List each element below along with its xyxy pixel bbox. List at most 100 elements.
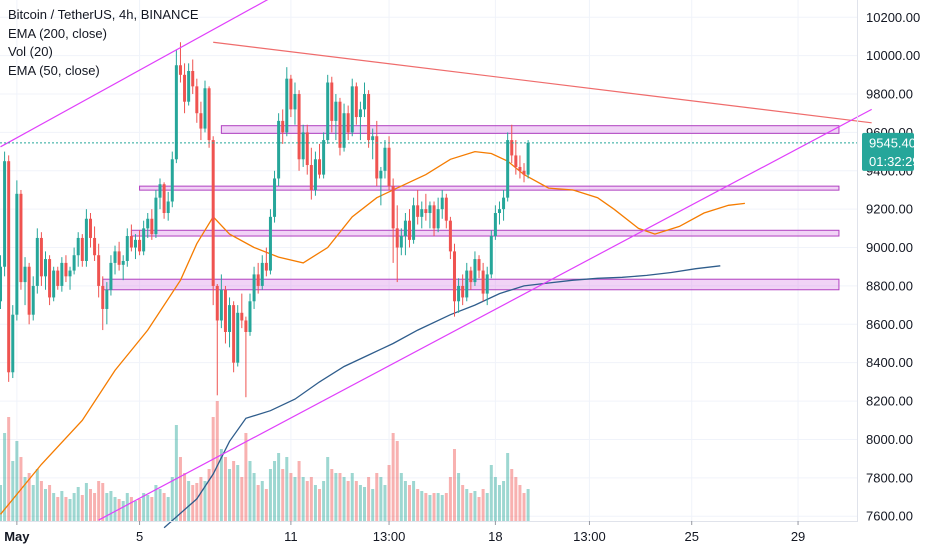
volume-bar <box>497 485 501 521</box>
candle-body <box>248 301 252 332</box>
price-tick-label: 9200.00 <box>866 202 913 217</box>
volume-bar <box>399 473 403 521</box>
volume-bar <box>101 483 105 521</box>
candle-body <box>289 78 293 110</box>
candle-body <box>27 266 31 315</box>
volume-bar <box>150 497 154 521</box>
volume-bar <box>11 461 15 521</box>
volume-bar <box>461 485 465 521</box>
volume-bar <box>477 497 481 521</box>
candle <box>232 301 236 373</box>
candle <box>338 97 342 156</box>
candle <box>432 201 436 237</box>
candle <box>15 180 19 321</box>
candle-body <box>526 142 530 175</box>
volume-bar <box>264 489 268 521</box>
candle-body <box>64 262 68 277</box>
volume-bar <box>526 489 530 521</box>
candle-body <box>391 186 395 229</box>
volume-bar <box>363 487 367 521</box>
volume-bar <box>465 489 469 521</box>
volume-bar <box>52 493 56 521</box>
candle-body <box>485 274 489 294</box>
volume-bar <box>15 441 19 521</box>
candle <box>228 297 232 348</box>
candle <box>387 136 391 190</box>
volume-bar <box>277 453 281 521</box>
candle <box>48 255 52 306</box>
volume-bar <box>248 461 252 521</box>
candle-body <box>281 120 285 133</box>
volume-bar <box>313 485 317 521</box>
candle <box>236 305 240 367</box>
volume-bar <box>436 493 440 521</box>
ema50-legend[interactable]: EMA (50, close) <box>8 62 100 78</box>
candle <box>403 213 407 256</box>
candle-body <box>379 170 383 179</box>
candle-body <box>477 259 481 271</box>
symbol-title[interactable]: Bitcoin / TetherUS, 4h, BINANCE <box>8 7 199 22</box>
candle-body <box>150 218 154 235</box>
candle <box>68 266 72 290</box>
price-tick-label: 10200.00 <box>866 10 920 25</box>
ema200-line <box>163 265 721 529</box>
candle <box>223 285 227 344</box>
candle-body <box>375 136 379 179</box>
candle <box>465 262 469 302</box>
candle-body <box>506 140 510 198</box>
trendlines <box>0 0 872 521</box>
candle <box>506 132 510 202</box>
candle <box>391 178 395 263</box>
candle <box>39 232 43 286</box>
candle-body <box>399 236 403 248</box>
candle <box>260 255 264 290</box>
candle-body <box>0 266 2 302</box>
candle <box>342 103 346 152</box>
candle-body <box>187 71 191 102</box>
candle <box>64 255 68 283</box>
volume-bar <box>457 473 461 521</box>
candle-body <box>7 161 11 373</box>
volume-bar <box>379 477 383 521</box>
candle-body <box>35 237 39 286</box>
candle-body <box>367 94 371 141</box>
candle <box>346 105 350 141</box>
candle-body <box>277 120 281 179</box>
candle-body <box>60 262 64 286</box>
candle <box>256 262 260 294</box>
candle <box>448 216 452 260</box>
volume-bar <box>428 495 432 521</box>
candle <box>105 282 109 325</box>
ema200-legend[interactable]: EMA (200, close) <box>8 25 107 41</box>
candle <box>424 193 428 221</box>
last-price-label: 9545.40 <box>869 135 916 150</box>
volume-bar <box>76 487 80 521</box>
volume-bar <box>322 481 326 521</box>
price-axis[interactable]: 10200.0010000.009800.009600.009400.00920… <box>866 10 920 524</box>
candle-body <box>72 255 76 271</box>
candle-body <box>215 285 219 321</box>
time-axis[interactable]: May 5 11 13:00 18 13:00 25 29 <box>4 521 805 544</box>
volume-bar <box>138 499 142 521</box>
candle-body <box>166 201 170 214</box>
candle-body <box>461 285 465 298</box>
candle-body <box>84 218 88 261</box>
volume-bar <box>223 457 227 521</box>
candle-body <box>31 285 35 315</box>
volume-bar <box>195 483 199 521</box>
volume-legend[interactable]: Vol (20) <box>8 44 53 59</box>
candle-body <box>268 216 272 271</box>
candle-body <box>444 197 448 221</box>
time-tick-label: 13:00 <box>373 529 406 544</box>
candle <box>72 247 76 275</box>
candle-body <box>256 274 260 286</box>
volume-bar <box>416 489 420 521</box>
moving-averages <box>0 150 745 529</box>
volume-bar <box>350 473 354 521</box>
candle <box>133 234 137 260</box>
volume-bar <box>395 441 399 521</box>
candle <box>117 241 121 271</box>
volume-bar <box>256 485 260 521</box>
candle-body <box>301 132 305 160</box>
